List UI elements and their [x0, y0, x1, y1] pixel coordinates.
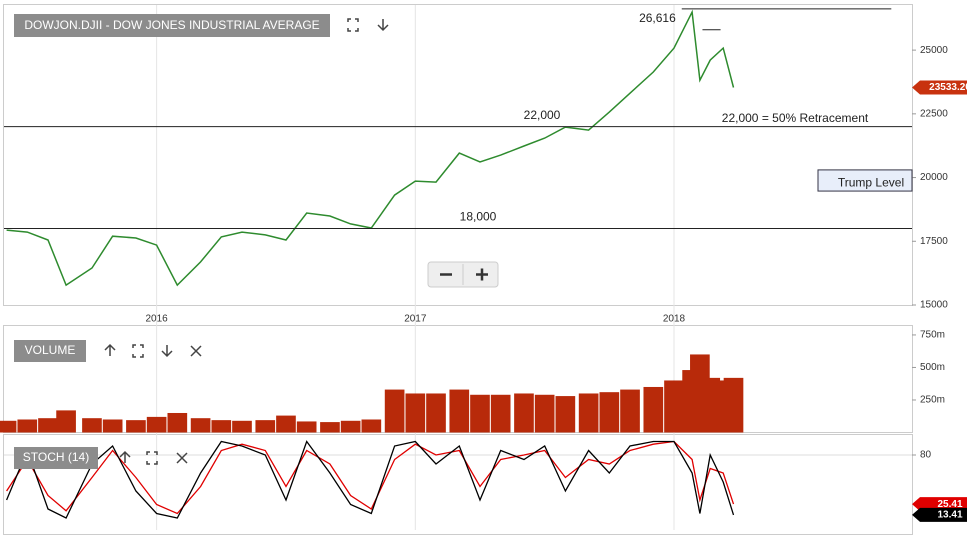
volume-box [14, 340, 86, 362]
volume-title: VOLUME [25, 343, 76, 357]
stoch-last-tag-label: 25.41 [937, 499, 962, 510]
last-price-tag-label: 23533.20 [929, 82, 967, 93]
data-line [6, 440, 735, 519]
stoch-box [14, 447, 98, 469]
data-line [6, 440, 735, 515]
x-tick-label: 2016 [146, 314, 169, 325]
level-label: 26,616 [639, 11, 676, 25]
volume-bar [146, 416, 167, 433]
volume-bar [56, 410, 76, 433]
y-tick-label: 20000 [920, 172, 948, 183]
volume-bar [620, 389, 640, 433]
y-tick-label: 500m [920, 362, 945, 373]
volume-bar [38, 418, 58, 433]
retracement-note: 22,000 = 50% Retracement [722, 111, 869, 125]
volume-bar [126, 420, 146, 433]
volume-bar [340, 420, 361, 433]
stoch-last-tag [912, 497, 967, 512]
y-tick-label: 25000 [920, 45, 948, 56]
last-price-tag [912, 80, 967, 95]
volume-bar [534, 394, 555, 433]
volume-bar [384, 389, 405, 433]
volume-bar [167, 412, 188, 433]
volume-bar [578, 393, 599, 433]
volume-bar [82, 418, 102, 433]
title-box [14, 14, 330, 37]
volume-bar [361, 419, 382, 433]
volume-bar [405, 393, 426, 433]
volume-bar [449, 389, 470, 433]
volume-bar [514, 393, 534, 433]
volume-bar [643, 386, 664, 433]
stoch-last-tag-label: 13.41 [937, 510, 962, 521]
volume-bar [232, 420, 252, 433]
plot-layer: 2016 2017 2018 15000 17500 20000 22500 25000 250… [0, 5, 967, 530]
volume-bar [0, 420, 17, 433]
volume-bar [276, 415, 296, 433]
level-label: 22,000 [524, 108, 561, 122]
stoch-title: STOCH (14) [23, 450, 89, 464]
stoch-last-tag [912, 507, 967, 522]
volume-bar [426, 393, 446, 433]
data-line [6, 9, 735, 287]
x-tick-label: 2017 [404, 314, 427, 325]
y-tick-label: 80 [920, 450, 932, 461]
volume-bar [102, 419, 123, 433]
y-tick-label: 17500 [920, 236, 948, 247]
zoom-control[interactable] [427, 261, 499, 288]
volume-bar [555, 396, 576, 433]
y-tick-label: 15000 [920, 300, 948, 311]
volume-bar [211, 420, 232, 433]
volume-icons[interactable] [104, 343, 202, 358]
x-tick-label: 2018 [663, 314, 686, 325]
volume-bar [255, 420, 276, 433]
volume-bar [470, 394, 490, 433]
level-label: 18,000 [460, 210, 497, 224]
y-tick-label: 22500 [920, 108, 948, 119]
volume-bar [723, 377, 744, 433]
volume-bar [490, 394, 511, 433]
zone-label: Trump Level [838, 176, 904, 190]
volume-bar [599, 392, 620, 433]
stoch-panel [3, 434, 913, 535]
volume-bar [296, 421, 317, 433]
volume-bar [320, 422, 340, 433]
volume-bar [17, 419, 38, 433]
stoch-icons[interactable] [119, 450, 188, 465]
price-panel [3, 4, 913, 306]
title-icons[interactable] [347, 18, 389, 32]
volume-bar [190, 418, 211, 433]
y-tick-label: 250m [920, 395, 945, 406]
volume-bar [664, 380, 684, 433]
trump-level-zone [817, 169, 913, 192]
y-tick-label: 750m [920, 330, 945, 341]
chart-title: DOWJON.DJII - DOW JONES INDUSTRIAL AVERA… [24, 18, 319, 32]
